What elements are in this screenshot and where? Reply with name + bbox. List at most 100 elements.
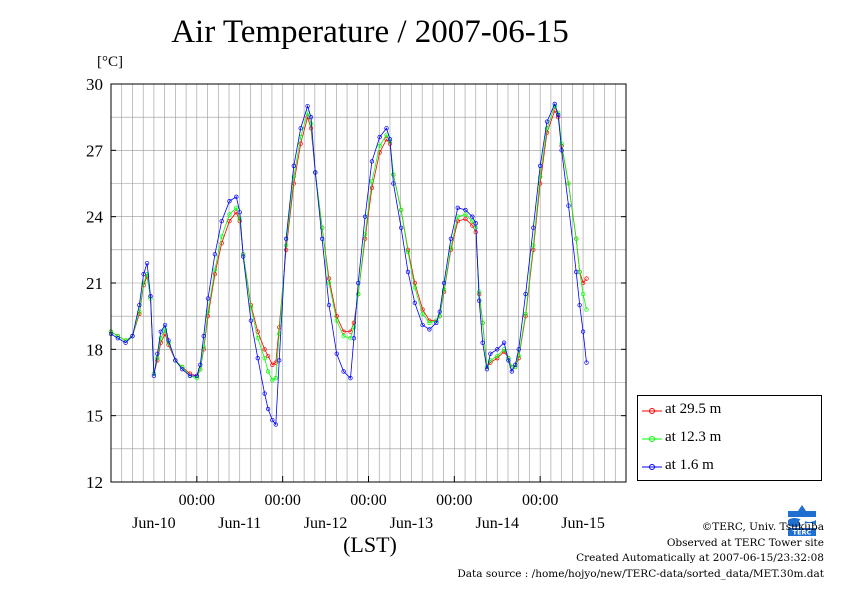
x-tick-label-time: 00:00 <box>522 492 558 509</box>
data-point <box>538 163 543 168</box>
y-tick-label: 30 <box>86 75 103 94</box>
data-point <box>320 225 325 230</box>
data-point <box>369 159 375 164</box>
data-point <box>412 280 418 286</box>
data-point <box>391 181 396 186</box>
data-point <box>219 241 224 246</box>
series-layer <box>108 101 589 427</box>
x-tick-label-time: 00:00 <box>179 492 215 509</box>
data-point <box>291 174 296 180</box>
copyright-text: ©TERC, Univ. Tsukuba <box>701 521 824 533</box>
data-point <box>495 353 500 359</box>
data-point <box>369 179 375 184</box>
legend-item-1-6m: at 1.6 m <box>638 456 821 478</box>
data-point <box>155 351 160 356</box>
data-point <box>283 236 289 241</box>
data-point <box>348 375 353 381</box>
data-point <box>566 181 571 186</box>
data-point <box>320 236 325 241</box>
data-point <box>580 329 586 334</box>
data-point <box>544 119 550 124</box>
data-point <box>377 143 382 149</box>
data-point <box>356 291 361 297</box>
data-point <box>115 336 121 341</box>
x-tick-label-time: 00:00 <box>350 492 386 509</box>
y-tick-label: 24 <box>86 208 104 227</box>
data-point <box>470 214 475 219</box>
data-point <box>584 307 589 312</box>
data-point <box>187 373 193 379</box>
data-point <box>463 207 468 213</box>
data-point <box>270 378 275 383</box>
x-unit-label: (LST) <box>343 532 397 557</box>
data-point <box>448 236 454 241</box>
data-point <box>574 236 579 241</box>
data-point <box>308 115 314 120</box>
data-point <box>538 174 543 180</box>
svg-text:TERC: TERC <box>793 529 812 537</box>
data-point <box>580 291 586 297</box>
y-tick-label: 18 <box>86 340 103 359</box>
data-point <box>441 287 447 292</box>
legend-swatch-green <box>642 436 662 442</box>
data-point <box>351 336 357 341</box>
data-point <box>455 205 460 210</box>
data-point <box>201 333 206 339</box>
data-point <box>158 329 163 334</box>
data-point <box>398 207 404 213</box>
observed-text: Observed at TERC Tower site <box>666 536 824 549</box>
data-point <box>441 280 447 286</box>
data-point <box>427 327 432 332</box>
data-point <box>273 360 278 365</box>
data-point <box>463 212 468 217</box>
data-point <box>201 344 206 350</box>
data-point <box>212 252 218 257</box>
data-point <box>566 203 571 208</box>
data-point <box>255 356 260 361</box>
data-point <box>437 309 442 314</box>
data-point <box>556 112 561 118</box>
data-point <box>584 276 589 281</box>
data-point <box>326 302 332 308</box>
x-tick-label-time: 00:00 <box>264 492 300 509</box>
x-tick-label-date: Jun-10 <box>132 515 176 532</box>
created-text: Created Automatically at 2007-06-15/23:3… <box>576 552 824 564</box>
x-tick-label-date: Jun-13 <box>390 515 434 532</box>
data-point <box>137 302 142 308</box>
data-point <box>412 285 418 290</box>
credits-block: ©TERC, Univ. Tsukuba Observed at TERC To… <box>457 520 824 582</box>
data-point <box>326 280 332 286</box>
data-point <box>198 367 203 372</box>
data-point <box>205 296 211 301</box>
data-point <box>198 362 203 367</box>
data-point <box>162 322 168 328</box>
data-point <box>237 210 242 215</box>
data-point <box>141 272 146 277</box>
data-point <box>162 327 168 332</box>
data-point <box>484 367 490 372</box>
data-point <box>241 254 246 259</box>
data-point <box>501 340 507 345</box>
legend-label: at 12.3 m <box>665 429 722 445</box>
data-point <box>412 300 418 306</box>
data-point <box>237 216 242 222</box>
data-point <box>448 245 454 250</box>
legend-item-12-3m: at 12.3 m <box>638 428 821 450</box>
data-point <box>369 185 375 191</box>
data-point <box>234 205 239 210</box>
data-point <box>427 320 432 325</box>
data-point <box>334 314 339 319</box>
data-point <box>227 212 232 217</box>
data-point <box>277 358 282 363</box>
data-point <box>227 199 232 204</box>
data-point <box>523 291 528 297</box>
data-point <box>262 347 267 352</box>
chart-title: Air Temperature / 2007-06-15 <box>171 14 569 50</box>
terc-logo-icon: TERC <box>784 503 820 537</box>
data-point <box>194 373 199 379</box>
data-point <box>463 216 468 222</box>
data-point <box>420 322 425 328</box>
data-point <box>291 163 296 168</box>
